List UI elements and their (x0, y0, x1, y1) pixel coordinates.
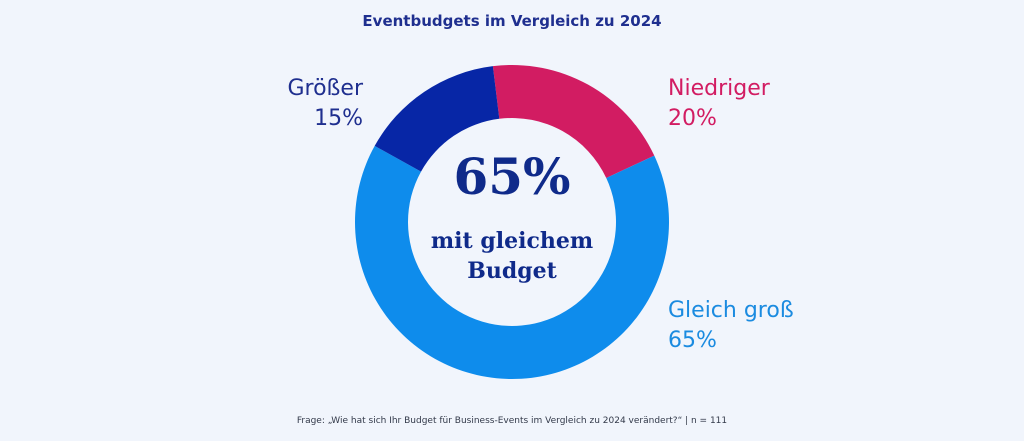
center-caption-line2: Budget (467, 258, 557, 284)
label-groesser: Größer 15% (220, 74, 363, 134)
label-groesser-value: 15% (314, 106, 363, 131)
label-gleich-name: Gleich groß (668, 298, 794, 323)
label-groesser-name: Größer (287, 76, 363, 101)
center-caption-line1: mit gleichem (430, 228, 594, 254)
donut-slice-niedriger (492, 64, 655, 179)
center-value: 65% (453, 147, 571, 206)
label-niedriger-value: 20% (668, 106, 717, 131)
chart-title: Eventbudgets im Vergleich zu 2024 (362, 12, 662, 30)
center-caption: mit gleichem Budget (412, 226, 612, 286)
footnote: Frage: „Wie hat sich Ihr Budget für Busi… (296, 416, 728, 426)
label-niedriger: Niedriger 20% (668, 74, 868, 134)
label-gleich: Gleich groß 65% (668, 296, 888, 356)
label-gleich-value: 65% (668, 328, 717, 353)
donut-slice-größer (374, 66, 500, 172)
label-niedriger-name: Niedriger (668, 76, 770, 101)
donut-slice-gleich-groß (355, 145, 669, 379)
